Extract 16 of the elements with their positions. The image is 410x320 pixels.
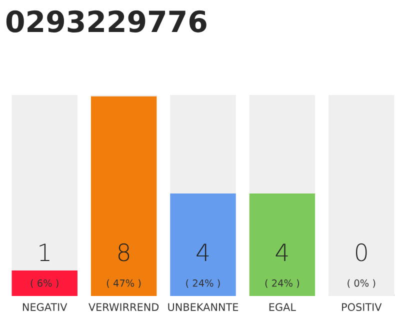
data-label: ( 24% ) [186, 279, 220, 288]
x-tick-label: EGAL [269, 303, 296, 312]
x-tick-label: POSITIV [342, 303, 382, 312]
data-label: ( 0% ) [348, 279, 376, 288]
annotation: 0 [356, 243, 367, 262]
x-tick-label: NEGATIV [22, 303, 68, 312]
annotation: 1 [40, 244, 50, 261]
annotation: 4 [276, 244, 288, 261]
data-label: ( 24% ) [265, 279, 300, 288]
data-label: ( 6% ) [30, 279, 58, 288]
x-tick-label: UNBEKANNTE [168, 303, 238, 312]
annotation: 4 [196, 244, 209, 261]
chart-title: 0293229776 [6, 10, 206, 32]
annotation: 8 [118, 243, 130, 262]
x-tick-label: VERWIRREND [88, 303, 159, 311]
data-label: ( 47% ) [106, 279, 141, 288]
